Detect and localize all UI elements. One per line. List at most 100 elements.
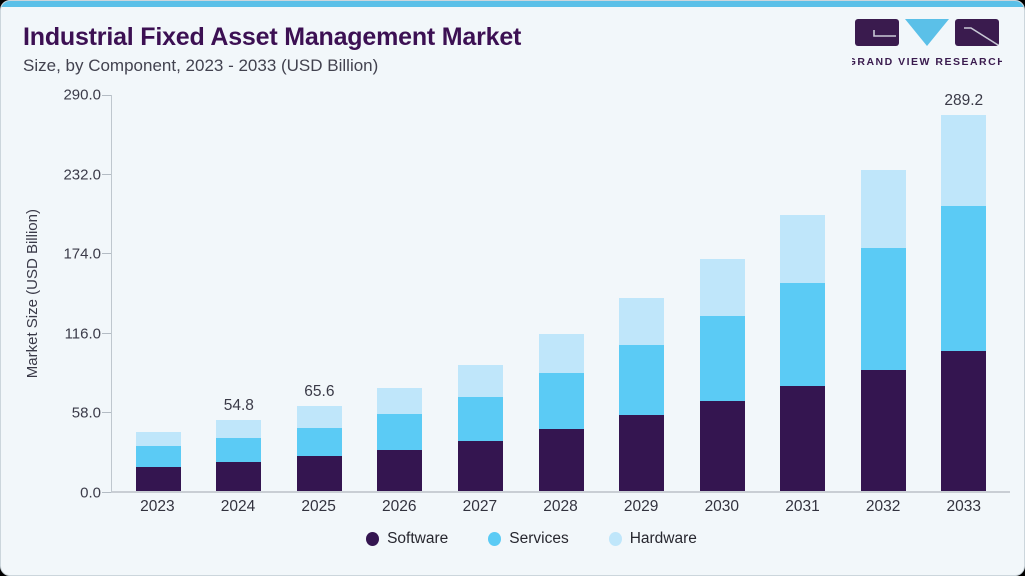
tick-label: 232.0 — [63, 166, 101, 184]
bar-stack-2024: 54.8 — [216, 397, 262, 491]
bar-stack-2032 — [860, 169, 906, 491]
tick-label: 58.0 — [71, 404, 101, 422]
bar-group-2030 — [682, 95, 763, 491]
y-axis-title-column: Market Size (USD Billion) — [11, 95, 53, 493]
chart-header: Industrial Fixed Asset Management Market… — [1, 7, 1024, 91]
bar-stack-2033: 289.2 — [941, 92, 987, 491]
bar-segment-services-2023 — [135, 446, 181, 467]
bar-stack-2023 — [135, 431, 181, 491]
bar-segment-services-2027 — [457, 396, 503, 441]
legend-label-hardware: Hardware — [629, 530, 697, 547]
gvr-logo: GRAND VIEW RESEARCH — [852, 19, 1002, 71]
bar-stack-2026 — [377, 388, 423, 491]
tick-mark — [102, 173, 111, 175]
bar-segment-software-2027 — [457, 440, 503, 491]
bar-group-2033: 289.2 — [923, 92, 1004, 491]
bar-segment-hardware-2030 — [699, 258, 745, 316]
gvr-logo-text: GRAND VIEW RESEARCH — [852, 56, 1002, 68]
x-axis-labels: 2023 2024 2025 2026 2027 2028 2029 2030 2031 2032… — [111, 498, 1010, 516]
tick-label: 116.0 — [64, 325, 101, 343]
bar-group-2023 — [118, 95, 199, 491]
bar-segment-software-2029 — [619, 415, 665, 491]
bar-stack-2028 — [538, 333, 584, 491]
x-axis-label-2027: 2027 — [462, 498, 498, 515]
chart-subtitle: Size, by Component, 2023 - 2033 (USD Bil… — [23, 56, 379, 75]
bar-segment-software-2030 — [699, 401, 745, 491]
plot-column: 0.0 58.0 116.0 174.0 232.0 290.0 54.8 65.6 289.… — [53, 87, 1010, 548]
tick-mark — [102, 95, 111, 96]
bar-segment-software-2032 — [860, 370, 906, 491]
chart-title: Industrial Fixed Asset Management Market — [23, 23, 522, 51]
x-axis-label-2033: 2033 — [946, 498, 981, 515]
legend-swatch-software-icon — [366, 532, 380, 546]
bar-segment-software-2028 — [538, 428, 584, 491]
bar-group-2027 — [440, 95, 521, 491]
legend-swatch-services-icon — [488, 532, 502, 546]
x-axis-label-2023: 2023 — [140, 498, 175, 515]
tick-mark — [102, 332, 111, 334]
bar-segment-hardware-2024 — [216, 419, 262, 439]
bar-segment-services-2024 — [216, 438, 262, 462]
tick-mark — [102, 412, 111, 414]
bar-segment-software-2024 — [216, 461, 262, 491]
bar-stack-2029 — [619, 297, 665, 491]
plot-row: 0.0 58.0 116.0 174.0 232.0 290.0 54.8 65.6 289.… — [53, 87, 1010, 502]
bar-segment-software-2026 — [377, 450, 423, 491]
tick-mark — [102, 492, 111, 493]
chart-body: Market Size (USD Billion) 0.0 58.0 116.0 17… — [1, 87, 1024, 548]
y-axis-title: Market Size (USD Billion) — [23, 209, 41, 379]
bar-group-2032 — [843, 95, 924, 491]
bar-group-2024: 54.8 — [199, 95, 280, 491]
bar-segment-hardware-2026 — [377, 388, 423, 414]
x-axis-label-2031: 2031 — [785, 498, 820, 515]
bar-group-2031 — [762, 95, 843, 491]
bar-segment-software-2025 — [296, 456, 342, 491]
x-axis-label-2025: 2025 — [301, 498, 336, 515]
bar-value-label-2024: 54.8 — [223, 396, 254, 414]
bar-segment-services-2026 — [377, 413, 423, 451]
bar-segment-services-2029 — [619, 345, 665, 415]
bar-segment-hardware-2029 — [619, 297, 665, 346]
legend-label-software: Software — [387, 530, 449, 547]
plot-area: 54.8 65.6 289.2 — [111, 92, 1010, 493]
bar-group-2026 — [360, 95, 441, 491]
bar-segment-hardware-2032 — [860, 169, 906, 249]
x-axis-label-2024: 2024 — [220, 498, 256, 515]
x-axis-label-2030: 2030 — [704, 498, 740, 515]
bar-segment-hardware-2025 — [296, 405, 342, 428]
legend-label-services: Services — [509, 530, 569, 547]
legend-item-services: Services — [488, 530, 569, 548]
bar-segment-services-2030 — [699, 315, 745, 401]
y-axis-ticks: 0.0 58.0 116.0 174.0 232.0 290.0 — [53, 87, 111, 502]
bar-segment-hardware-2031 — [780, 214, 826, 283]
legend: Software Services Hardware — [53, 530, 1010, 548]
x-axis-label-2026: 2026 — [382, 498, 417, 515]
bar-stack-2031 — [780, 214, 826, 491]
bar-segment-hardware-2028 — [538, 333, 584, 373]
bar-stack-2025: 65.6 — [296, 383, 342, 491]
bar-segment-services-2032 — [860, 248, 906, 370]
tick-label: 290.0 — [63, 86, 101, 104]
bar-segment-software-2023 — [135, 466, 181, 491]
x-axis-label-2029: 2029 — [623, 498, 659, 515]
legend-swatch-hardware-icon — [608, 532, 622, 546]
bar-value-label-2025: 65.6 — [304, 382, 335, 400]
bar-group-2028 — [521, 95, 602, 491]
bar-stack-2027 — [457, 364, 503, 491]
bar-segment-services-2025 — [296, 427, 342, 457]
bar-value-label-2033: 289.2 — [944, 92, 984, 109]
bar-segment-hardware-2027 — [457, 364, 503, 397]
top-accent-bar — [1, 1, 1024, 7]
bar-segment-hardware-2033 — [941, 115, 987, 206]
bar-group-2025: 65.6 — [279, 95, 360, 491]
x-axis-label-2032: 2032 — [865, 498, 901, 515]
tick-mark — [102, 253, 111, 255]
bar-stack-2030 — [699, 258, 745, 491]
bar-group-2029 — [601, 95, 682, 491]
x-axis-label-2028: 2028 — [543, 498, 578, 515]
bar-segment-services-2028 — [538, 372, 584, 429]
bar-segment-software-2033 — [941, 351, 987, 491]
legend-item-hardware: Hardware — [608, 530, 697, 548]
bar-segment-hardware-2023 — [135, 431, 181, 447]
